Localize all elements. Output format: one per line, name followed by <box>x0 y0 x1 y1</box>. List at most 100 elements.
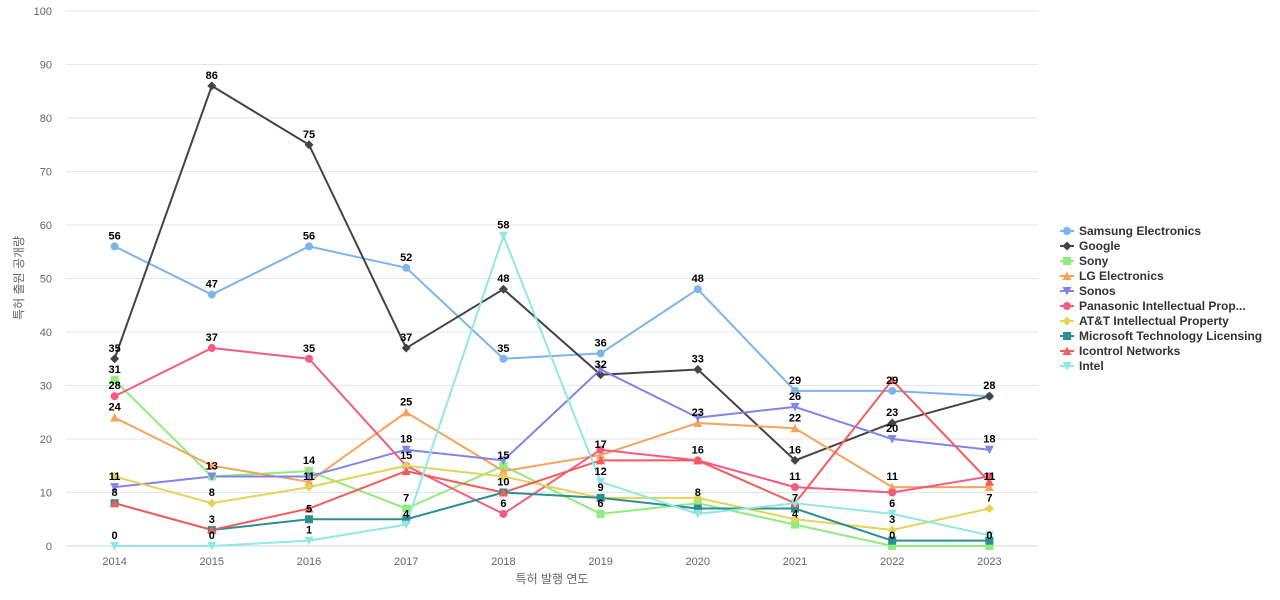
data-label: 11 <box>789 471 801 483</box>
data-label: 35 <box>497 343 509 355</box>
series-line <box>114 347 990 515</box>
data-point <box>888 488 897 497</box>
data-point <box>207 81 217 91</box>
data-label: 10 <box>497 477 509 489</box>
legend-marker <box>1062 362 1072 371</box>
data-point <box>596 370 606 380</box>
y-tick-label: 10 <box>40 488 52 500</box>
data-label: 37 <box>400 332 412 344</box>
data-label: 0 <box>986 530 992 542</box>
data-point <box>790 499 800 508</box>
legend-item[interactable]: Sony <box>1060 254 1109 268</box>
legend-item[interactable]: AT&T Intellectual Property <box>1060 314 1229 328</box>
data-label: 12 <box>594 466 606 478</box>
data-point <box>596 477 606 487</box>
legend-label: Google <box>1079 239 1121 253</box>
data-point <box>693 499 702 508</box>
legend-item[interactable]: Microsoft Technology Licensing <box>1060 329 1262 343</box>
data-label: 15 <box>497 450 509 462</box>
data-point <box>499 461 508 470</box>
y-axis-ticks: 0 10 20 30 40 50 60 70 80 90 100 <box>34 6 52 553</box>
data-label: 3 <box>209 514 215 526</box>
data-label: 11 <box>109 471 121 483</box>
legend-item[interactable]: Intel <box>1060 359 1104 373</box>
legend-marker <box>1063 257 1071 265</box>
legend-item[interactable]: Samsung Electronics <box>1060 224 1201 238</box>
x-axis-title: 특허 발행 연도 <box>516 571 589 586</box>
series-line <box>114 411 990 489</box>
series-line <box>114 491 990 542</box>
data-label: 22 <box>789 412 801 424</box>
data-labels: 5635312824118086473713830755635141151523… <box>108 70 995 542</box>
data-point <box>304 140 314 150</box>
data-point <box>110 483 120 492</box>
x-tick-label: 2016 <box>297 556 321 568</box>
data-point <box>305 242 313 251</box>
data-label: 28 <box>983 380 995 392</box>
data-point <box>499 354 508 363</box>
data-point <box>498 488 508 497</box>
legend-marker <box>1063 302 1071 310</box>
x-tick-label: 2017 <box>394 556 418 568</box>
y-axis-title: 특허 출원 공개량 <box>12 236 26 320</box>
data-point <box>693 455 703 465</box>
data-point <box>985 536 994 545</box>
grid-lines <box>66 10 1038 493</box>
data-point <box>791 504 799 513</box>
data-label: 4 <box>792 509 799 521</box>
data-label: 17 <box>594 439 606 451</box>
data-label: 37 <box>206 332 218 344</box>
data-point <box>693 413 703 423</box>
legend-label: Icontrol Networks <box>1079 344 1181 358</box>
legend-marker <box>1063 227 1071 235</box>
x-tick-label: 2019 <box>588 556 612 568</box>
series-line <box>114 234 990 547</box>
legend-item[interactable]: Panasonic Intellectual Prop... <box>1060 299 1246 313</box>
data-point <box>304 477 314 486</box>
data-point <box>985 542 994 550</box>
legend-marker <box>1062 271 1072 280</box>
legend-label: Samsung Electronics <box>1079 224 1201 238</box>
data-point <box>790 514 800 524</box>
legend-item[interactable]: Icontrol Networks <box>1060 344 1181 358</box>
data-point <box>110 413 120 422</box>
legend-label: Sony <box>1079 254 1109 268</box>
data-point <box>596 349 605 358</box>
data-label: 11 <box>303 471 315 483</box>
series-line <box>114 379 991 531</box>
y-tick-label: 70 <box>40 167 52 179</box>
y-tick-label: 80 <box>40 113 52 125</box>
data-label: 29 <box>886 375 898 387</box>
data-point <box>596 509 605 518</box>
data-point <box>693 509 703 519</box>
legend-item[interactable]: Google <box>1060 239 1121 253</box>
data-label: 29 <box>789 375 801 387</box>
data-label: 28 <box>108 380 120 392</box>
data-point <box>888 536 897 545</box>
data-point <box>693 418 703 427</box>
data-point <box>693 493 703 503</box>
data-label: 18 <box>983 434 995 446</box>
data-point <box>888 542 897 550</box>
x-tick-label: 2020 <box>686 556 710 568</box>
y-tick-label: 100 <box>34 6 52 18</box>
data-point <box>110 242 119 251</box>
data-point <box>110 471 120 481</box>
data-label: 8 <box>695 487 701 499</box>
data-label: 47 <box>206 279 218 291</box>
y-tick-label: 60 <box>40 220 52 232</box>
series-markers <box>110 81 994 551</box>
data-label: 48 <box>692 273 704 285</box>
legend-item[interactable]: Sonos <box>1060 284 1116 298</box>
data-point <box>498 456 508 465</box>
legend-item[interactable]: LG Electronics <box>1060 269 1164 283</box>
data-point <box>984 482 994 492</box>
data-point <box>402 263 411 272</box>
data-point <box>984 391 994 401</box>
x-tick-label: 2021 <box>783 556 807 568</box>
data-point <box>304 482 314 492</box>
data-point <box>207 472 217 481</box>
series-line <box>114 245 990 398</box>
data-point <box>304 504 314 513</box>
data-label: 4 <box>403 509 410 521</box>
